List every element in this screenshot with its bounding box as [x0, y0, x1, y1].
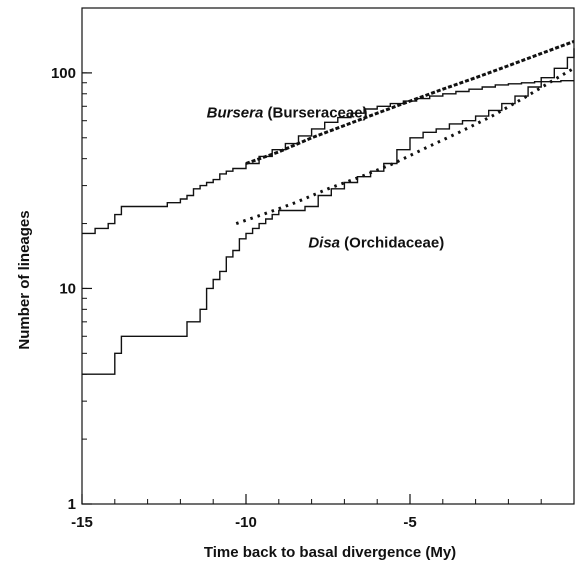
x-tick-label: -5: [403, 514, 416, 531]
x-tick-label: -15: [71, 514, 93, 531]
y-tick-label: 100: [51, 65, 76, 82]
plot-frame: [81, 7, 575, 505]
series-annotation: Bursera (Burseraceae): [207, 105, 368, 122]
series-bursera-expected: [245, 39, 575, 165]
series-disa-observed: [82, 48, 575, 375]
y-axis-title: Number of lineages: [16, 210, 33, 349]
x-axis-title: Time back to basal divergence (My): [204, 544, 456, 561]
series-annotation: Disa (Orchidaceae): [308, 234, 444, 251]
axes: -15 -10 -5 1 10 100: [51, 7, 575, 531]
annotation-genus: Disa: [308, 234, 340, 251]
x-tick-label: -10: [235, 514, 257, 531]
y-tick-label: 1: [68, 496, 76, 513]
annotation-family: (Burseraceae): [263, 105, 367, 122]
y-tick-label: 10: [59, 280, 76, 297]
series-layer: [82, 39, 575, 375]
annotation-family: (Orchidaceae): [340, 234, 444, 251]
labels-layer: Bursera (Burseraceae) Disa (Orchidaceae): [207, 105, 445, 252]
series-disa-expected: [235, 66, 575, 226]
annotation-genus: Bursera: [207, 105, 264, 122]
series-bursera-observed: [82, 80, 574, 235]
